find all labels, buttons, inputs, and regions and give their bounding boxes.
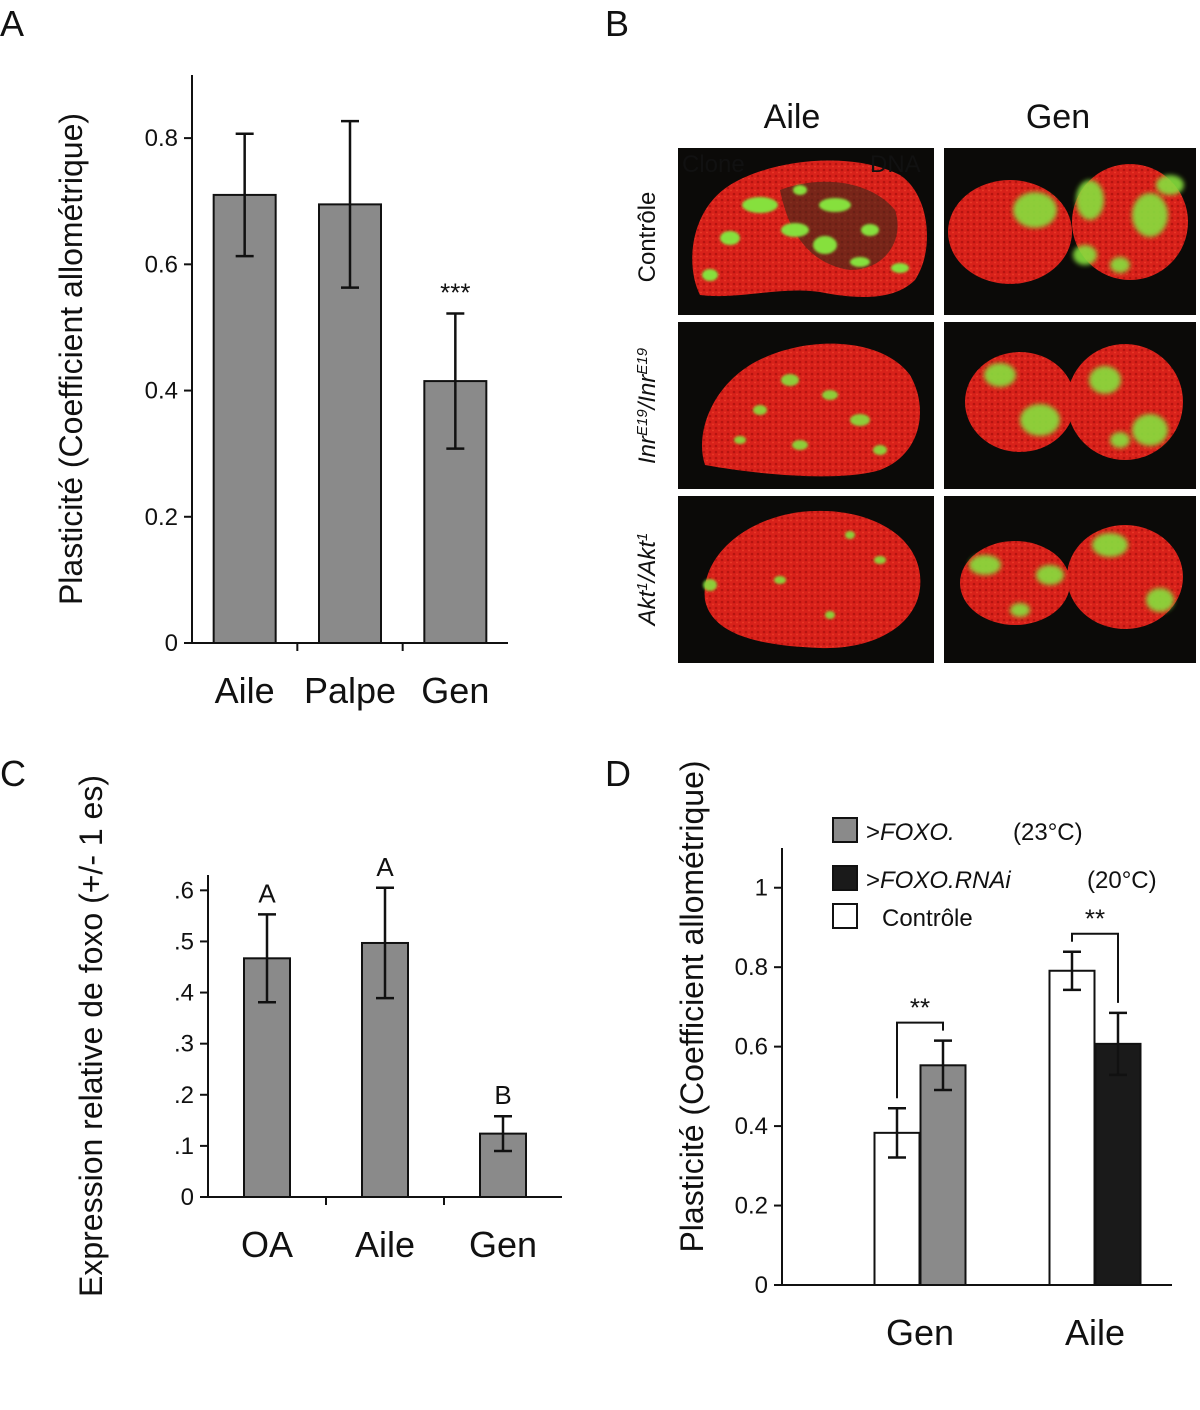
y-tick-label: .3 — [174, 1031, 194, 1058]
legend-label: >FOXO.RNAi — [866, 867, 1011, 894]
y-tick-label: 0.6 — [145, 251, 178, 278]
bar-2 — [1048, 969, 1096, 1286]
x-tick-label: Palpe — [304, 670, 396, 711]
y-tick-label: .4 — [174, 980, 194, 1007]
y-tick-label: 0 — [181, 1184, 194, 1211]
micrograph-grid: Aile Gen Contrôle InrE19/InrE19 Akt1/Akt… — [634, 98, 1196, 663]
panel-letter-c: C — [0, 753, 26, 794]
channel-label-clone: Clone — [682, 151, 745, 178]
legend-label: Contrôle — [882, 905, 973, 932]
legend-label: >FOXO. — [866, 819, 955, 846]
bar-aile — [212, 193, 277, 645]
micrograph-controle-aile: Clone DNA — [678, 148, 934, 315]
y-tick-label: 0.4 — [145, 378, 178, 405]
bar-annotation: A — [258, 878, 276, 908]
legend-swatch — [832, 817, 858, 843]
y-tick-label: 0.8 — [735, 954, 768, 981]
x-tick-label: Aile — [215, 670, 275, 711]
micrograph-controle-gen — [944, 148, 1196, 315]
x-tick-label: Gen — [886, 1312, 954, 1353]
y-tick-label: 0.2 — [735, 1193, 768, 1220]
chart-c: 0 .1 .2 .3 .4 .5 .6 OA A Aile A Gen B Expression rela… — [73, 775, 562, 1297]
significance-bracket — [1071, 932, 1119, 1003]
panel-letter-d: D — [605, 753, 631, 794]
micrograph-akt-aile — [678, 496, 934, 663]
x-tick-label: Gen — [421, 670, 489, 711]
panel-letter-a: A — [0, 3, 24, 44]
legend-condition: (23°C) — [1013, 819, 1083, 846]
y-tick-label: 0.4 — [735, 1113, 768, 1140]
micro-row-akt: Akt1/Akt1 — [634, 533, 662, 628]
micro-row-controle: Contrôle — [634, 192, 661, 283]
micro-row-inr: InrE19/InrE19 — [634, 347, 662, 464]
bar-annotation: A — [376, 852, 394, 882]
channel-label-dna: DNA — [870, 151, 921, 178]
micrograph-inr-aile — [678, 322, 934, 489]
micrograph-akt-gen — [944, 496, 1196, 663]
legend-condition: (20°C) — [1087, 867, 1157, 894]
y-tick-label: .1 — [174, 1133, 194, 1160]
significance-bracket — [896, 1021, 944, 1099]
micro-col-aile: Aile — [764, 98, 821, 136]
y-axis-label: Plasticité (Coefficient allométrique) — [674, 760, 710, 1252]
y-tick-label: .5 — [174, 928, 194, 955]
significance-label: ** — [910, 993, 930, 1023]
micrograph-inr-gen — [944, 322, 1196, 489]
y-tick-label: .2 — [174, 1082, 194, 1109]
x-tick-label: Gen — [469, 1224, 537, 1265]
y-tick-label: 0 — [755, 1272, 768, 1299]
y-tick-label: 0.2 — [145, 504, 178, 531]
y-axis-label: Expression relative de foxo (+/- 1 es) — [73, 775, 109, 1297]
y-tick-label: .6 — [174, 877, 194, 904]
micro-col-gen: Gen — [1026, 98, 1090, 136]
bar-3 — [1094, 1042, 1142, 1287]
x-tick-label: OA — [241, 1224, 293, 1265]
chart-d: 0 0.2 0.4 0.6 0.8 1 Gen Aile ** ** >FOXO. (23°C)>FO… — [674, 760, 1172, 1353]
y-axis-label: Plasticité (Coefficient allométrique) — [53, 113, 89, 605]
bar-annotation: B — [494, 1080, 511, 1110]
x-tick-label: Aile — [1065, 1312, 1125, 1353]
panel-letter-b: B — [605, 3, 629, 44]
bar-annotation: *** — [440, 278, 470, 308]
legend-swatch — [832, 903, 858, 929]
y-tick-label: 0 — [165, 630, 178, 657]
significance-label: ** — [1085, 904, 1105, 934]
bar-1 — [919, 1064, 967, 1287]
y-tick-label: 1 — [755, 875, 768, 902]
y-tick-label: 0.6 — [735, 1034, 768, 1061]
y-tick-label: 0.8 — [145, 125, 178, 152]
chart-a: 0 0.2 0.4 0.6 0.8 Aile Palpe Gen *** Plasticité (… — [53, 75, 508, 711]
legend-swatch — [832, 865, 858, 891]
x-tick-label: Aile — [355, 1224, 415, 1265]
